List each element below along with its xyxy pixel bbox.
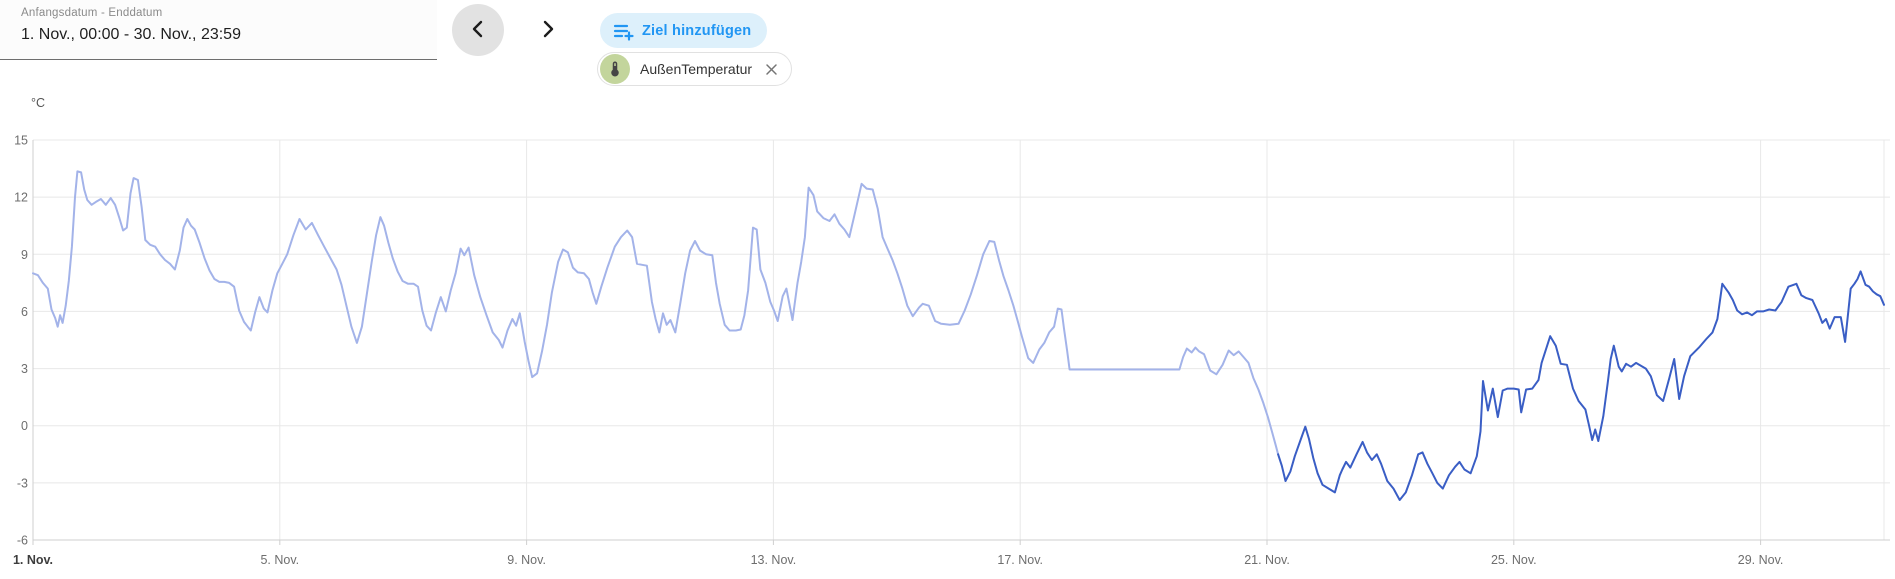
- chevron-right-icon: [536, 17, 560, 44]
- y-axis-tick-label: 15: [14, 134, 28, 148]
- date-range-field[interactable]: Anfangsdatum - Enddatum 1. Nov., 00:00 -…: [0, 0, 437, 60]
- y-axis-unit-label: °C: [31, 96, 45, 110]
- x-axis-tick-label: 17. Nov.: [997, 553, 1043, 567]
- y-axis-tick-label: 9: [21, 248, 28, 262]
- chip-close-icon[interactable]: [764, 62, 779, 77]
- temperature-series-late[interactable]: [1277, 270, 1885, 501]
- thermometer-icon: [606, 60, 624, 78]
- x-axis-tick-label: 13. Nov.: [751, 553, 797, 567]
- y-axis-tick-label: -3: [17, 476, 28, 490]
- previous-period-button[interactable]: [452, 4, 504, 56]
- x-axis-tick-label: 25. Nov.: [1491, 553, 1537, 567]
- y-axis-tick-label: 3: [21, 362, 28, 376]
- date-range-value[interactable]: 1. Nov., 00:00 - 30. Nov., 23:59: [21, 26, 241, 43]
- date-range-label: Anfangsdatum - Enddatum: [21, 7, 163, 19]
- x-axis-tick-label: 21. Nov.: [1244, 553, 1290, 567]
- y-axis-tick-label: 6: [21, 305, 28, 319]
- add-target-label: Ziel hinzufügen: [642, 22, 752, 39]
- add-target-button[interactable]: Ziel hinzufügen: [600, 13, 768, 48]
- playlist-plus-icon: [612, 20, 634, 42]
- next-period-button[interactable]: [522, 4, 574, 56]
- entity-avatar: [600, 54, 630, 84]
- x-axis-tick-label: 5. Nov.: [260, 553, 299, 567]
- y-axis-tick-label: -6: [17, 534, 28, 548]
- y-axis-tick-label: 0: [21, 419, 28, 433]
- entity-chip-aussentemperatur[interactable]: AußenTemperatur: [597, 52, 793, 86]
- chevron-left-icon: [466, 17, 490, 44]
- x-axis-tick-label: 29. Nov.: [1738, 553, 1784, 567]
- entity-chip-label: AußenTemperatur: [640, 61, 753, 77]
- x-axis-tick-label: 9. Nov.: [507, 553, 546, 567]
- temperature-series-early[interactable]: [32, 170, 1280, 456]
- x-axis-tick-label: 1. Nov.: [13, 553, 53, 567]
- y-axis-tick-label: 12: [14, 191, 28, 205]
